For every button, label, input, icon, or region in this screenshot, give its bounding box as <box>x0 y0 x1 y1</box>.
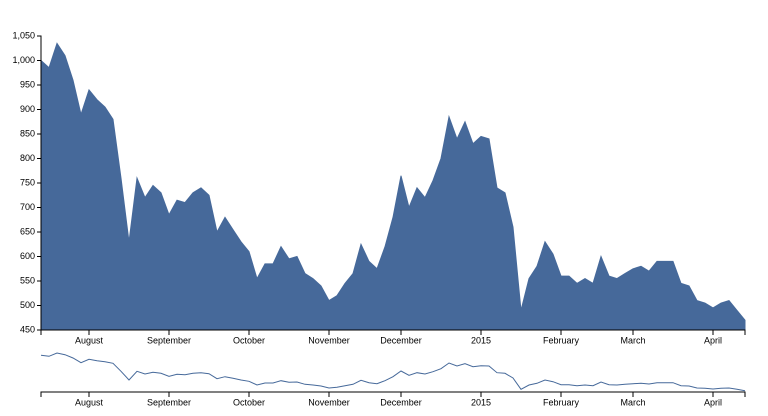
x-tick-label: 2015 <box>471 335 491 345</box>
x-tick-label: April <box>704 335 722 345</box>
y-tick-label: 450 <box>20 324 35 334</box>
context-x-tick-label: 2015 <box>471 397 491 407</box>
context-x-tick-label: December <box>380 397 422 407</box>
y-tick-label: 500 <box>20 300 35 310</box>
y-tick-label: 600 <box>20 251 35 261</box>
context-x-tick-label: September <box>147 397 191 407</box>
x-axis <box>40 329 746 335</box>
context-x-tick-label: November <box>308 397 350 407</box>
x-tick-label: October <box>233 335 265 345</box>
y-tick-label: 1,050 <box>12 30 35 40</box>
context-x-tick-label: April <box>704 397 722 407</box>
y-tick-label: 900 <box>20 104 35 114</box>
y-tick-label: 800 <box>20 153 35 163</box>
y-tick-label: 650 <box>20 226 35 236</box>
x-tick-label: August <box>75 335 104 345</box>
context-x-tick-label: March <box>620 397 645 407</box>
context-x-tick-label: October <box>233 397 265 407</box>
x-tick-label: March <box>620 335 645 345</box>
x-tick-label: December <box>380 335 422 345</box>
y-tick-label: 700 <box>20 202 35 212</box>
context-x-tick-label: August <box>75 397 104 407</box>
y-tick-label: 850 <box>20 128 35 138</box>
y-tick-label: 950 <box>20 79 35 89</box>
context-x-axis <box>40 391 746 397</box>
x-tick-label: November <box>308 335 350 345</box>
x-tick-label: February <box>543 335 580 345</box>
x-tick-label: September <box>147 335 191 345</box>
y-tick-label: 750 <box>20 177 35 187</box>
y-tick-label: 550 <box>20 275 35 285</box>
context-x-tick-label: February <box>543 397 580 407</box>
context-line <box>40 352 746 392</box>
y-tick-label: 1,000 <box>12 55 35 65</box>
area <box>40 42 746 331</box>
